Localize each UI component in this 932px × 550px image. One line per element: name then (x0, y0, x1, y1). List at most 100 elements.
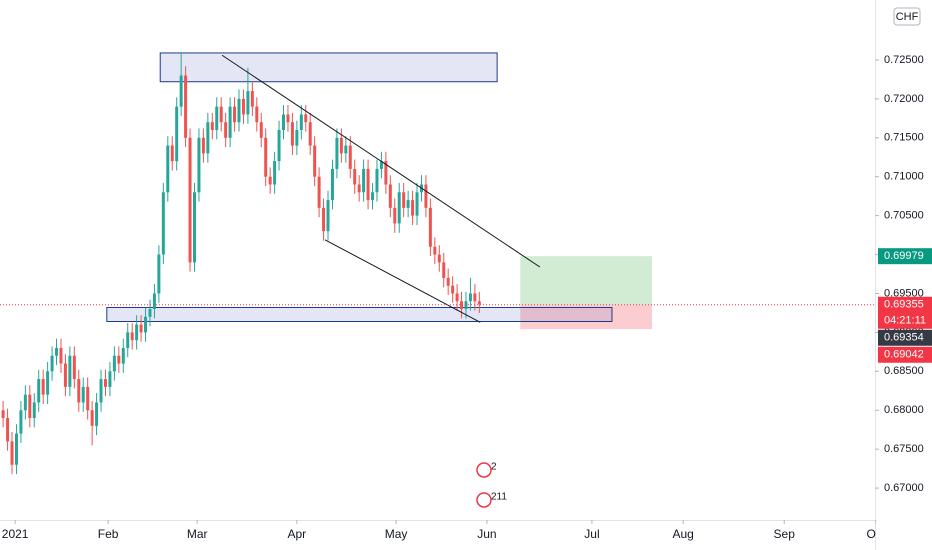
candle-body (184, 75, 188, 138)
price-label: 0.69042 (884, 349, 924, 361)
candle-body (299, 114, 303, 130)
candle-body (411, 200, 415, 216)
candle-body (259, 122, 263, 138)
candle-body (206, 122, 210, 154)
candle-body (362, 168, 366, 193)
zone (159, 52, 498, 83)
candle-body (375, 168, 379, 193)
x-tick-label: Apr (288, 527, 307, 541)
candle-body (72, 355, 76, 380)
candle-body (148, 309, 152, 317)
event-label: 2 (491, 462, 497, 473)
candle-body (371, 192, 375, 201)
candle-body (348, 145, 352, 169)
candle-body (428, 207, 432, 247)
candle-body (268, 176, 272, 185)
candle-body (135, 324, 139, 341)
x-tick-label: Aug (672, 527, 693, 541)
candle-body (170, 145, 174, 162)
candle-body (233, 106, 237, 123)
candle-body (451, 285, 455, 294)
candle-body (290, 122, 294, 146)
candle-body (313, 145, 317, 177)
candle-body (228, 106, 232, 138)
candle-body (317, 176, 321, 208)
candle-body (433, 246, 437, 255)
price-label: 0.69354 (884, 332, 924, 344)
candle-body (81, 386, 85, 403)
price-label: 0.69355 (884, 299, 924, 311)
candle-body (402, 192, 406, 208)
loss-zone (520, 304, 653, 330)
candle-body (37, 379, 41, 403)
candle-body (353, 168, 357, 185)
candle-body (99, 379, 103, 403)
candle-body (388, 184, 392, 208)
profit-zone (520, 256, 653, 305)
price-axis-bg (875, 0, 932, 550)
events: 2 211 (476, 462, 507, 508)
candle-body (339, 137, 343, 154)
trendline (324, 239, 481, 323)
candle-body (344, 145, 348, 154)
price-label: 0.69979 (884, 250, 924, 262)
candle-body (415, 192, 419, 216)
candle-body (14, 433, 18, 465)
candle-body (215, 106, 219, 130)
candle-body (264, 137, 268, 177)
plot-area (0, 52, 875, 475)
candle-body (152, 293, 156, 310)
price-label-box (878, 248, 932, 265)
candle-body (379, 161, 383, 169)
price-label-box (878, 346, 932, 363)
candle-body (77, 379, 81, 403)
candle-body (6, 418, 10, 442)
candle-body (424, 184, 428, 208)
candle-body (277, 130, 281, 162)
candle-body (366, 168, 370, 201)
candle-body (224, 122, 228, 138)
candle-body (322, 207, 326, 232)
candle-body (90, 410, 94, 426)
candle-body (477, 301, 481, 305)
y-tick-label: 0.71500 (884, 132, 924, 144)
y-tick-label: 0.68500 (884, 365, 924, 377)
candle-body (46, 371, 50, 395)
candle-body (50, 355, 54, 372)
candle-body (28, 394, 32, 419)
candle-body (59, 347, 63, 364)
candle-body (308, 122, 312, 146)
candle-body (41, 379, 45, 395)
candle-body (393, 207, 397, 224)
candle-body (246, 91, 250, 115)
candle-body (210, 122, 214, 130)
price-axis-cover (876, 521, 932, 550)
candle-body (335, 137, 339, 169)
price-label-box (878, 329, 932, 346)
y-tick-label: 0.72000 (884, 93, 924, 105)
candle-body (460, 301, 464, 310)
candle-body (273, 161, 277, 185)
candle-body (473, 293, 477, 302)
candle-body (255, 106, 259, 123)
candle-body (130, 332, 134, 341)
candle-body (357, 184, 361, 193)
trendline (221, 54, 541, 268)
y-tick-label: 0.71000 (884, 171, 924, 183)
x-tick-label: Jun (477, 527, 496, 541)
y-tick-label: 0.68000 (884, 404, 924, 416)
candle-body (175, 106, 179, 162)
candle-body (68, 355, 72, 387)
candle-body (144, 316, 148, 333)
countdown-label: 04:21:11 (884, 315, 926, 327)
candle-body (219, 106, 223, 123)
zone (106, 306, 613, 322)
candle-body (197, 137, 201, 193)
candle-body (326, 200, 330, 232)
candle-body (1, 410, 5, 419)
candle-body (455, 293, 459, 302)
event-label: 211 (491, 492, 507, 503)
candle-body (442, 262, 446, 278)
candle-body (468, 293, 472, 302)
x-tick-label: Mar (187, 527, 208, 541)
